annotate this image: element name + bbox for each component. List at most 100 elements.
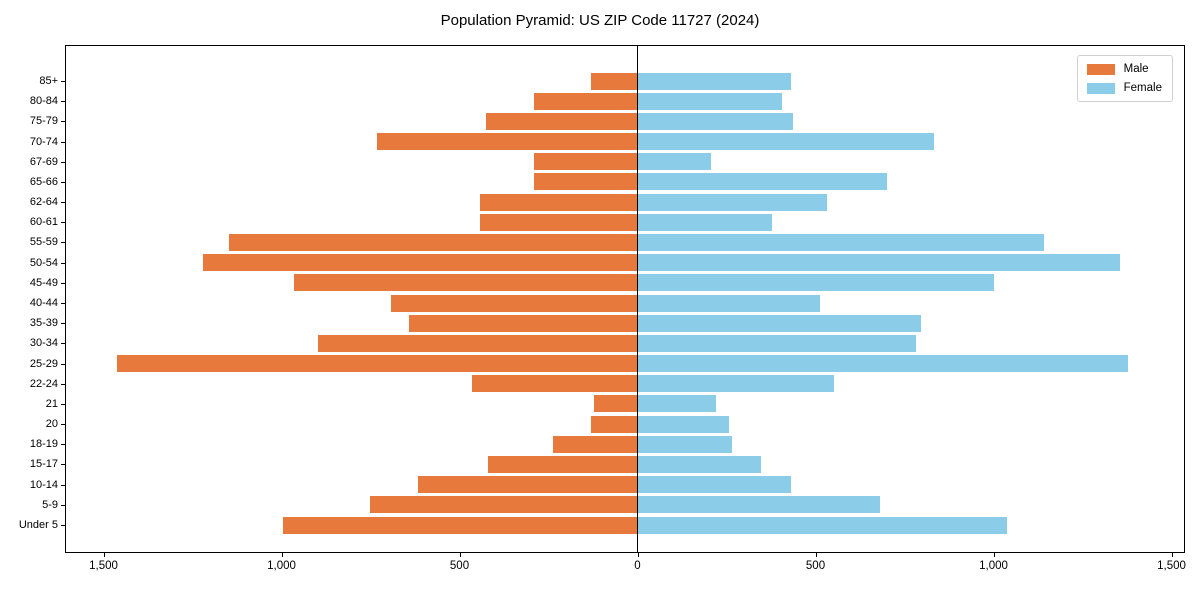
bar-female-40-44	[638, 294, 820, 312]
y-tick-label-45-49: 45-49	[29, 276, 58, 289]
x-tick-mark	[459, 553, 461, 557]
y-tick-label-30-34: 30-34	[29, 337, 58, 350]
bar-male-60-61	[480, 213, 637, 231]
x-tick-mark	[281, 553, 283, 557]
legend-entry-female: Female	[1086, 82, 1162, 94]
y-tick-mark	[61, 444, 65, 446]
bar-female-62-64	[638, 193, 827, 211]
bar-female-35-39	[638, 314, 921, 332]
male-color-swatch	[1086, 63, 1115, 75]
x-tick-mark	[993, 553, 995, 557]
y-tick-mark	[61, 525, 65, 526]
bar-male-Under 5	[282, 516, 637, 534]
bar-male-67-69	[533, 153, 637, 171]
y-tick-label-10-14: 10-14	[29, 478, 58, 491]
y-tick-mark	[61, 363, 65, 365]
y-tick-mark	[61, 323, 65, 325]
bar-female-70-74	[638, 133, 934, 150]
bar-female-22-24	[638, 375, 834, 393]
legend-label-male: Male	[1123, 63, 1149, 75]
x-tick-mark	[103, 553, 105, 557]
legend-label-female: Female	[1123, 82, 1162, 94]
bar-male-22-24	[471, 375, 637, 393]
y-tick-label-62-64: 62-64	[29, 196, 58, 209]
plot-area: Male Female	[65, 45, 1185, 553]
bar-male-65-66	[533, 173, 637, 191]
legend-entry-male: Male	[1086, 63, 1162, 75]
y-tick-mark	[61, 403, 65, 405]
y-tick-mark	[61, 141, 65, 143]
y-tick-mark	[61, 484, 65, 486]
bar-female-80-84	[638, 92, 783, 110]
y-tick-mark	[61, 181, 65, 183]
bar-male-40-44	[391, 294, 637, 312]
female-color-swatch	[1086, 82, 1115, 94]
bar-male-21	[594, 395, 637, 413]
y-tick-mark	[61, 343, 65, 345]
y-tick-mark	[61, 242, 65, 244]
y-tick-mark	[61, 383, 65, 385]
bar-male-15-17	[487, 455, 637, 473]
x-tick-label: 1,500	[1157, 560, 1186, 572]
bar-female-25-29	[638, 355, 1128, 372]
y-tick-mark	[61, 121, 65, 123]
bar-female-45-49	[638, 274, 994, 292]
bar-female-60-61	[638, 213, 772, 231]
bar-female-20	[638, 415, 729, 433]
y-tick-mark	[61, 81, 65, 82]
y-tick-mark	[61, 202, 65, 204]
y-tick-mark	[61, 222, 65, 224]
bar-male-18-19	[553, 435, 637, 453]
bar-male-75-79	[485, 112, 637, 130]
bar-male-25-29	[117, 355, 637, 372]
y-tick-label-50-54: 50-54	[29, 256, 58, 269]
y-tick-label-55-59: 55-59	[29, 236, 58, 249]
y-tick-mark	[61, 262, 65, 264]
y-tick-mark	[61, 101, 65, 103]
bar-female-Under 5	[638, 516, 1007, 534]
y-tick-mark	[61, 303, 65, 304]
bar-female-85+	[638, 72, 792, 90]
y-tick-label-60-61: 60-61	[29, 216, 58, 229]
bar-female-55-59	[638, 233, 1044, 251]
bar-male-70-74	[377, 133, 637, 150]
y-tick-label-15-17: 15-17	[29, 458, 58, 471]
x-tick-label: 1,000	[979, 560, 1008, 572]
bar-male-20	[590, 415, 637, 433]
bar-female-30-34	[638, 334, 916, 352]
bar-male-30-34	[318, 334, 637, 352]
y-tick-label-21: 21	[45, 397, 58, 410]
x-tick-mark	[815, 553, 817, 557]
bar-female-15-17	[638, 455, 761, 473]
bar-male-45-49	[293, 274, 637, 292]
bar-female-67-69	[638, 153, 711, 171]
bar-female-50-54	[638, 254, 1121, 272]
x-tick-label: 0	[634, 560, 641, 572]
y-tick-label-22-24: 22-24	[29, 377, 58, 390]
y-tick-label-70-74: 70-74	[29, 135, 58, 148]
y-tick-mark	[61, 282, 65, 284]
x-tick-label: 500	[449, 560, 470, 572]
y-tick-label-18-19: 18-19	[29, 438, 58, 451]
y-tick-label-67-69: 67-69	[29, 155, 58, 168]
y-tick-label-25-29: 25-29	[29, 357, 58, 370]
bar-female-21	[638, 395, 717, 413]
bar-male-50-54	[202, 254, 637, 272]
bar-female-65-66	[638, 173, 888, 191]
y-tick-label-20: 20	[45, 418, 58, 431]
y-tick-mark	[61, 464, 65, 466]
bar-male-85+	[590, 72, 637, 90]
bar-female-18-19	[638, 435, 733, 453]
x-tick-label: 1,500	[89, 560, 118, 572]
bar-male-10-14	[418, 476, 637, 494]
y-tick-label-35-39: 35-39	[29, 317, 58, 330]
bar-female-5-9	[638, 496, 881, 514]
y-tick-label-80-84: 80-84	[29, 95, 58, 108]
bar-male-35-39	[409, 314, 637, 332]
y-tick-label-65-66: 65-66	[29, 175, 58, 188]
x-tick-mark	[1171, 553, 1173, 557]
bar-female-10-14	[638, 476, 792, 494]
y-tick-label-Under 5: Under 5	[18, 519, 58, 531]
legend: Male Female	[1076, 55, 1173, 102]
